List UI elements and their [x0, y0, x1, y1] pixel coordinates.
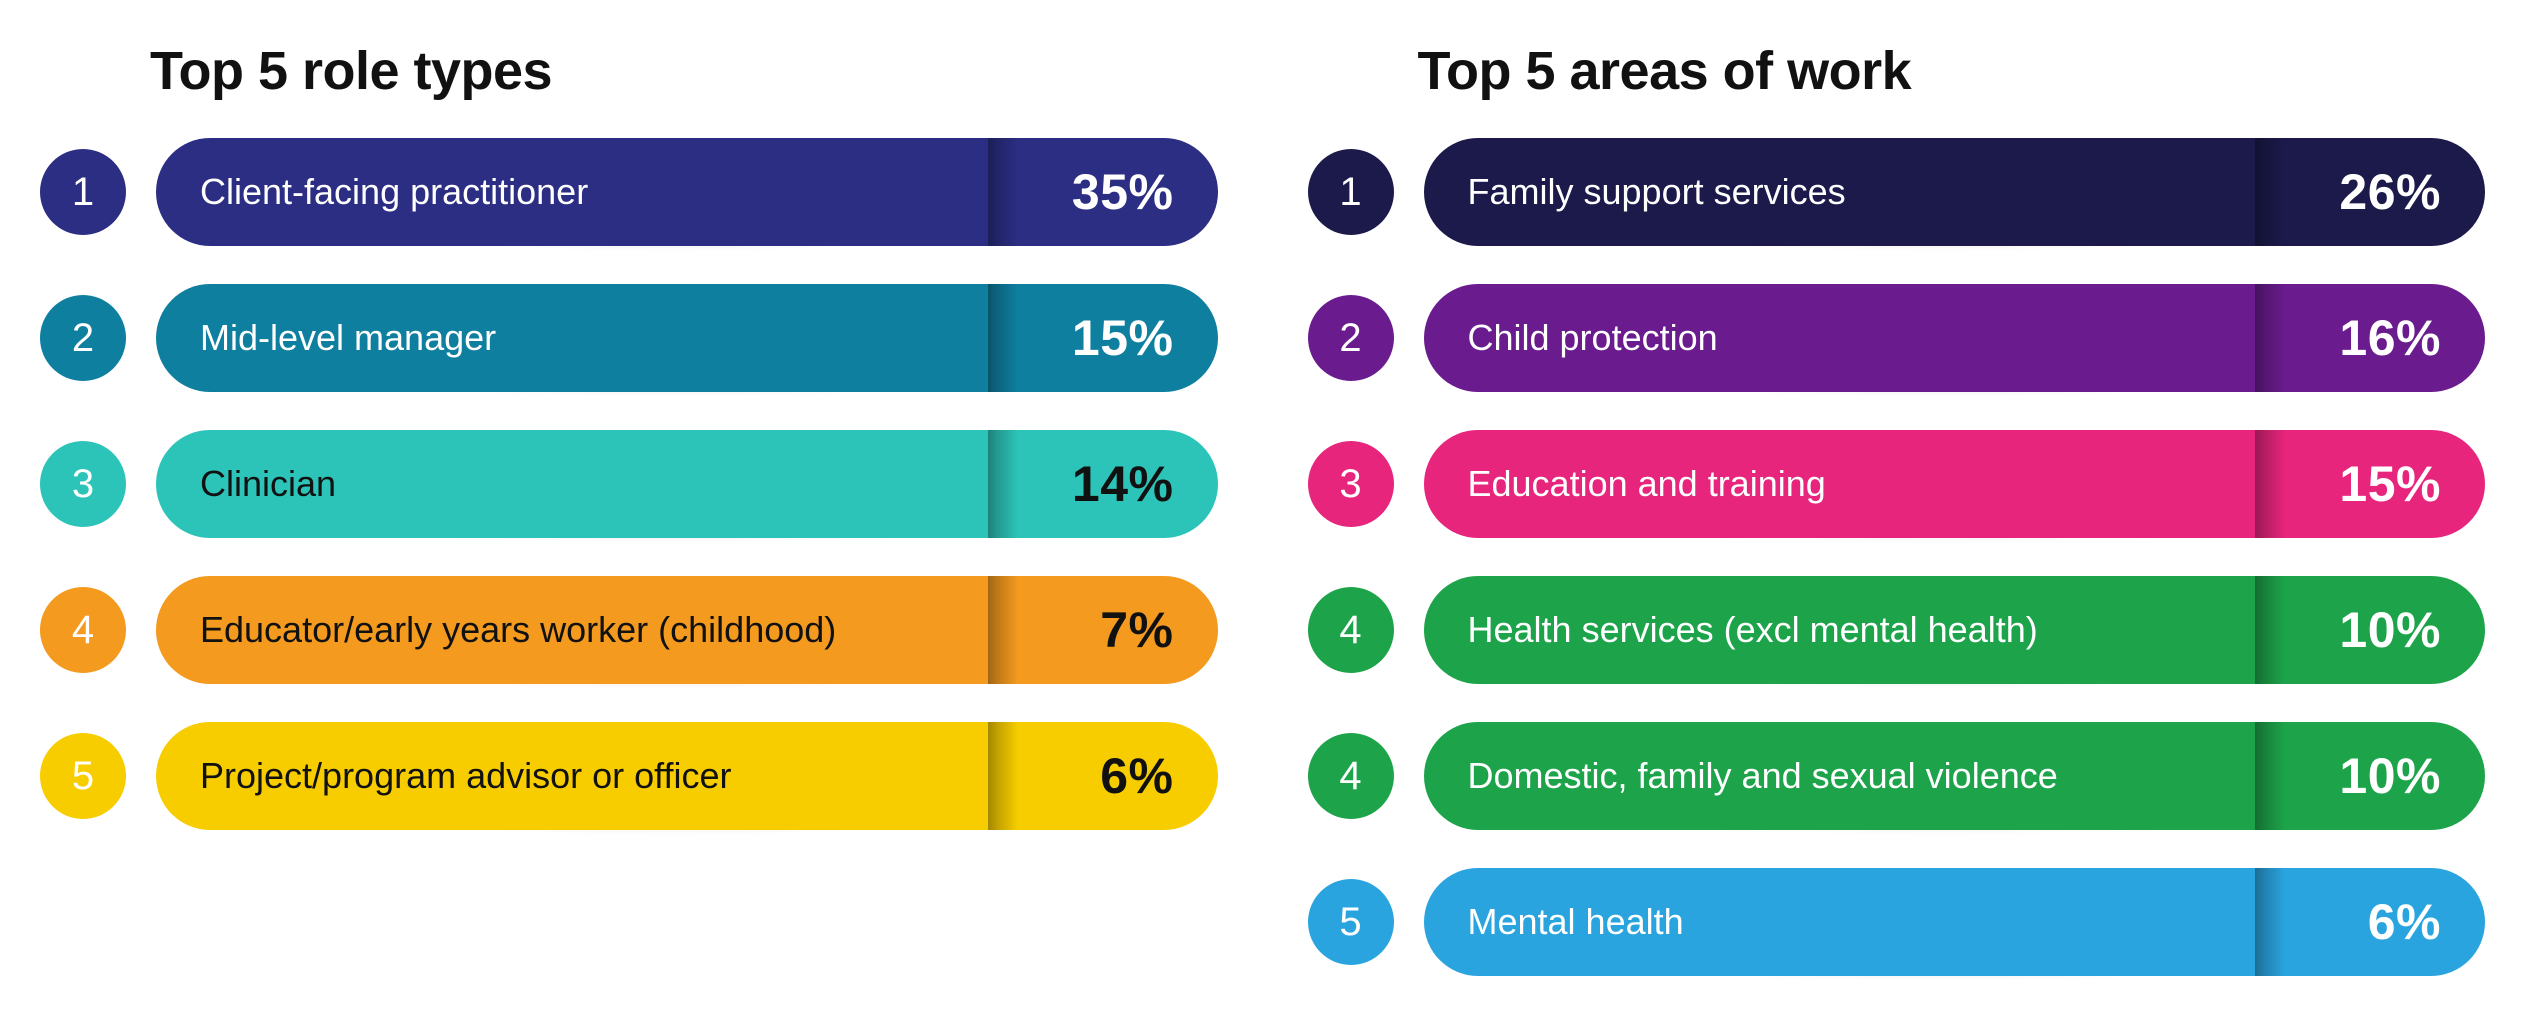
pill-notch: [2255, 722, 2285, 830]
item-pct: 14%: [1072, 455, 1218, 513]
list-item: 1 Client-facing practitioner 35%: [40, 138, 1218, 246]
list-item: 5 Mental health 6%: [1308, 868, 2486, 976]
pill-notch: [2255, 868, 2285, 976]
item-label: Health services (excl mental health): [1468, 609, 2058, 651]
pill: Health services (excl mental health) 10%: [1424, 576, 2486, 684]
rank-badge: 3: [1308, 441, 1394, 527]
list-item: 4 Domestic, family and sexual violence 1…: [1308, 722, 2486, 830]
column-title: Top 5 areas of work: [1418, 40, 2486, 102]
pill: Client-facing practitioner 35%: [156, 138, 1218, 246]
pill-wrap: Health services (excl mental health) 10%: [1424, 576, 2486, 684]
list-item: 4 Health services (excl mental health) 1…: [1308, 576, 2486, 684]
pill-notch: [2255, 138, 2285, 246]
list-item: 3 Clinician 14%: [40, 430, 1218, 538]
item-label: Educator/early years worker (childhood): [200, 609, 856, 651]
rank-badge: 3: [40, 441, 126, 527]
pill-notch: [988, 722, 1018, 830]
item-label: Child protection: [1468, 317, 1738, 359]
pill-wrap: Educator/early years worker (childhood) …: [156, 576, 1218, 684]
pill-wrap: Mid-level manager 15%: [156, 284, 1218, 392]
list-item: 1 Family support services 26%: [1308, 138, 2486, 246]
rank-badge: 5: [40, 733, 126, 819]
item-label: Client-facing practitioner: [200, 171, 608, 213]
item-label: Clinician: [200, 463, 356, 505]
item-pct: 7%: [1100, 601, 1217, 659]
pill: Domestic, family and sexual violence 10%: [1424, 722, 2486, 830]
item-label: Education and training: [1468, 463, 1846, 505]
pill-wrap: Clinician 14%: [156, 430, 1218, 538]
list-item: 3 Education and training 15%: [1308, 430, 2486, 538]
pill-notch: [988, 576, 1018, 684]
rank-badge: 2: [40, 295, 126, 381]
rank-badge: 4: [1308, 587, 1394, 673]
list-item: 2 Mid-level manager 15%: [40, 284, 1218, 392]
column-title: Top 5 role types: [150, 40, 1218, 102]
pill-wrap: Education and training 15%: [1424, 430, 2486, 538]
pill-wrap: Child protection 16%: [1424, 284, 2486, 392]
pill: Child protection 16%: [1424, 284, 2486, 392]
rank-badge: 4: [1308, 733, 1394, 819]
pill-notch: [2255, 430, 2285, 538]
pill-wrap: Mental health 6%: [1424, 868, 2486, 976]
item-pct: 6%: [1100, 747, 1217, 805]
pill: Family support services 26%: [1424, 138, 2486, 246]
list-item: 5 Project/program advisor or officer 6%: [40, 722, 1218, 830]
item-pct: 10%: [2339, 747, 2485, 805]
list-item: 2 Child protection 16%: [1308, 284, 2486, 392]
pill-notch: [988, 138, 1018, 246]
pill: Project/program advisor or officer 6%: [156, 722, 1218, 830]
pill: Education and training 15%: [1424, 430, 2486, 538]
item-label: Mid-level manager: [200, 317, 516, 359]
item-pct: 15%: [1072, 309, 1218, 367]
column-role-types: Top 5 role types 1 Client-facing practit…: [40, 40, 1218, 976]
item-label: Family support services: [1468, 171, 1866, 213]
pill-wrap: Client-facing practitioner 35%: [156, 138, 1218, 246]
pill-notch: [2255, 284, 2285, 392]
pill-wrap: Family support services 26%: [1424, 138, 2486, 246]
pill-notch: [2255, 576, 2285, 684]
pill-notch: [988, 430, 1018, 538]
item-pct: 35%: [1072, 163, 1218, 221]
item-pct: 10%: [2339, 601, 2485, 659]
list-item: 4 Educator/early years worker (childhood…: [40, 576, 1218, 684]
rank-badge: 1: [40, 149, 126, 235]
infographic-wrap: Top 5 role types 1 Client-facing practit…: [40, 40, 2485, 976]
item-pct: 15%: [2339, 455, 2485, 513]
pill: Mental health 6%: [1424, 868, 2486, 976]
item-label: Domestic, family and sexual violence: [1468, 755, 2078, 797]
item-pct: 26%: [2339, 163, 2485, 221]
rank-badge: 2: [1308, 295, 1394, 381]
pill: Clinician 14%: [156, 430, 1218, 538]
pill-wrap: Project/program advisor or officer 6%: [156, 722, 1218, 830]
rank-badge: 1: [1308, 149, 1394, 235]
rank-badge: 4: [40, 587, 126, 673]
item-label: Project/program advisor or officer: [200, 755, 752, 797]
pill: Educator/early years worker (childhood) …: [156, 576, 1218, 684]
pill: Mid-level manager 15%: [156, 284, 1218, 392]
item-pct: 16%: [2339, 309, 2485, 367]
rank-badge: 5: [1308, 879, 1394, 965]
column-areas-of-work: Top 5 areas of work 1 Family support ser…: [1308, 40, 2486, 976]
pill-notch: [988, 284, 1018, 392]
pill-wrap: Domestic, family and sexual violence 10%: [1424, 722, 2486, 830]
item-label: Mental health: [1468, 901, 1704, 943]
item-pct: 6%: [2368, 893, 2485, 951]
